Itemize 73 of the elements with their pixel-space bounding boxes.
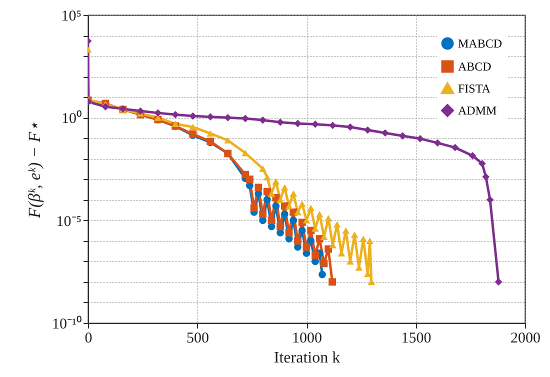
- point: [290, 216, 298, 224]
- point: [434, 139, 442, 147]
- point: [285, 202, 293, 210]
- point: [364, 126, 372, 134]
- legend-label: ABCD: [458, 60, 492, 74]
- point: [312, 252, 319, 259]
- point: [259, 210, 267, 218]
- point: [272, 202, 280, 210]
- point: [294, 208, 302, 216]
- point: [381, 129, 389, 137]
- y-tick-label: 10⁵: [61, 8, 82, 24]
- point: [172, 110, 180, 118]
- legend-label: FISTA: [458, 82, 491, 96]
- y-tick-label: 10⁻⁵: [56, 214, 82, 230]
- point: [366, 238, 374, 244]
- point: [263, 188, 271, 196]
- point: [312, 120, 319, 128]
- point: [478, 160, 486, 168]
- point: [206, 130, 214, 137]
- point: [280, 210, 288, 218]
- point: [294, 237, 302, 245]
- point: [263, 174, 271, 180]
- point: [486, 196, 494, 204]
- point: [259, 116, 267, 124]
- point: [482, 173, 490, 181]
- point: [307, 204, 315, 212]
- x-axis-title: Iteration k: [274, 350, 340, 366]
- point: [333, 221, 341, 228]
- y-tick-label: 10⁻¹⁰: [52, 316, 82, 332]
- point: [416, 134, 424, 142]
- x-tick-label: 500: [186, 330, 209, 346]
- point: [307, 237, 315, 245]
- x-tick-label: 0: [84, 330, 92, 346]
- point: [285, 228, 293, 236]
- point: [316, 210, 324, 218]
- x-tick-label: 1500: [401, 330, 432, 346]
- x-tick-label: 2000: [510, 330, 540, 346]
- point: [494, 278, 502, 286]
- x-tick-label: 1000: [292, 330, 322, 346]
- point: [136, 107, 144, 115]
- point: [451, 144, 459, 152]
- point: [468, 152, 476, 160]
- point: [328, 278, 336, 286]
- point: [276, 196, 284, 204]
- point: [324, 215, 332, 222]
- point: [268, 216, 276, 224]
- point: [272, 178, 280, 185]
- y-tick-label: 10⁰: [62, 110, 82, 128]
- point: [276, 222, 284, 230]
- point: [206, 113, 214, 121]
- legend-label: MABCD: [458, 36, 502, 50]
- point: [276, 118, 284, 126]
- point: [263, 196, 271, 204]
- point: [360, 236, 368, 242]
- point: [259, 165, 267, 172]
- point: [298, 226, 306, 234]
- point: [280, 184, 288, 191]
- point: [398, 132, 406, 140]
- legend-label: ADMM: [458, 104, 497, 118]
- point: [246, 176, 254, 183]
- point: [350, 231, 358, 238]
- point: [329, 122, 336, 130]
- point: [318, 270, 326, 278]
- point: [250, 204, 258, 212]
- point: [298, 200, 306, 208]
- point: [154, 109, 162, 117]
- point: [302, 243, 310, 251]
- point: [290, 190, 298, 197]
- point: [254, 184, 262, 192]
- y-axis-title: F(βᵏ, eᵏ) − F⋆: [25, 120, 44, 220]
- point: [189, 124, 197, 130]
- point: [172, 120, 180, 128]
- point: [342, 227, 350, 234]
